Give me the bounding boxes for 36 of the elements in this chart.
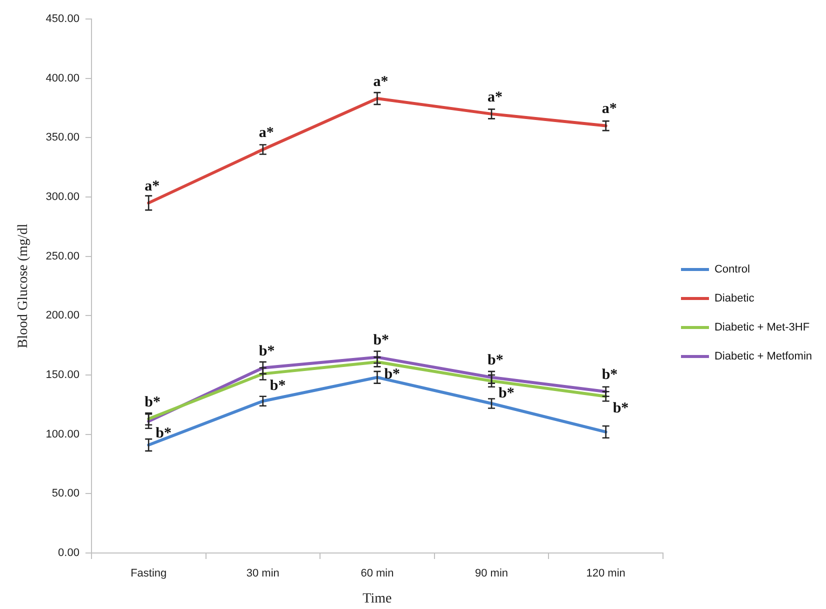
annotation: b* bbox=[270, 378, 286, 394]
x-axis-title: Time bbox=[362, 591, 392, 606]
annotation: a* bbox=[602, 101, 617, 118]
annotation: b* bbox=[488, 352, 504, 369]
y-tick-label: 0.00 bbox=[58, 547, 80, 560]
annotation: b* bbox=[498, 385, 514, 402]
annotation: b* bbox=[373, 332, 390, 349]
y-tick-label: 350.00 bbox=[46, 132, 80, 144]
annotation: b* bbox=[156, 426, 172, 442]
y-tick-label: 150.00 bbox=[46, 369, 80, 382]
annotation: b* bbox=[384, 366, 400, 382]
y-tick-label: 100.00 bbox=[46, 428, 80, 440]
annotation: a* bbox=[488, 89, 503, 106]
y-tick-label: 450.00 bbox=[46, 13, 80, 26]
annotation: b* bbox=[602, 366, 618, 383]
y-tick-label: 200.00 bbox=[46, 310, 80, 322]
x-tick-label: 30 min bbox=[246, 568, 280, 580]
legend-label: Diabetic + Met-3HF bbox=[714, 322, 810, 334]
y-axis-title: Blood Glucose (mg/dl bbox=[16, 224, 32, 348]
legend-label: Control bbox=[714, 264, 750, 276]
y-tick-label: 300.00 bbox=[46, 191, 80, 204]
legend-label: Diabetic + Metfomin bbox=[714, 350, 812, 363]
y-tick-label: 250.00 bbox=[46, 250, 80, 262]
annotation: a* bbox=[258, 124, 274, 141]
y-tick-label: 400.00 bbox=[46, 72, 80, 84]
annotation: b* bbox=[612, 400, 629, 417]
x-tick-label: 120 min bbox=[586, 568, 626, 580]
annotation: b* bbox=[144, 394, 160, 410]
annotation: a* bbox=[373, 74, 388, 90]
legend-label: Diabetic bbox=[714, 292, 755, 305]
annotation: a* bbox=[144, 178, 160, 194]
annotation: b* bbox=[258, 343, 275, 360]
x-tick-label: 60 min bbox=[360, 568, 394, 580]
x-tick-label: 90 min bbox=[475, 568, 508, 580]
x-tick-label: Fasting bbox=[130, 568, 167, 580]
y-tick-label: 50.00 bbox=[52, 488, 80, 500]
